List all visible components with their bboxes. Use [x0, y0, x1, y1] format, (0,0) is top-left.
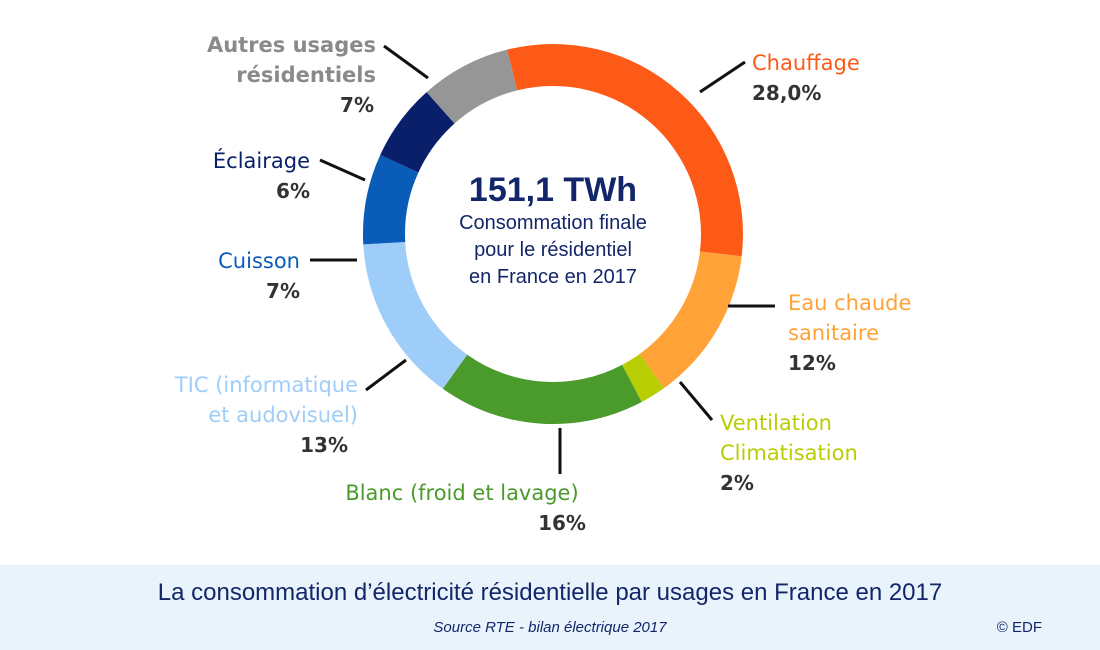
slice-4: [363, 242, 468, 389]
footer-banner: La consommation d’électricité résidentie…: [0, 565, 1100, 650]
slice-pct-2: 2%: [720, 471, 754, 495]
donut-slices: [363, 44, 743, 425]
slice-label-4-line-1: et audovisuel): [208, 403, 358, 427]
slice-labels: Chauffage 28,0% Eau chaude sanitaire 12% Vent…: [174, 33, 912, 535]
slice-label-3-line-0: Blanc (froid et lavage): [345, 481, 578, 505]
leader-lines: [310, 44, 775, 474]
slice-pct-6: 6%: [276, 179, 310, 203]
slice-label-1-line-0: Eau chaude: [788, 291, 911, 315]
slice-label-7-line-1: résidentiels: [236, 63, 376, 87]
donut-chart: Chauffage 28,0% Eau chaude sanitaire 12% Vent…: [174, 33, 912, 535]
leader-line-2: [678, 381, 714, 421]
slice-label-1-line-1: sanitaire: [788, 321, 879, 345]
source-note: Source RTE - bilan électrique 2017: [433, 619, 667, 636]
slice-0: [507, 44, 743, 257]
slice-label-2-line-1: Climatisation: [720, 441, 858, 465]
slice-pct-7: 7%: [340, 93, 374, 117]
slice-label-2-line-0: Ventilation: [720, 411, 832, 435]
slice-label-6-line-0: Éclairage: [213, 148, 310, 173]
slice-7: [426, 49, 518, 124]
slice-pct-1: 12%: [788, 351, 836, 375]
leader-line-4: [365, 358, 407, 392]
slice-6: [380, 92, 455, 173]
slice-5: [363, 154, 419, 245]
leader-line-0: [699, 60, 746, 94]
center-caption-line-3: en France en 2017: [469, 266, 637, 288]
slice-1: [639, 251, 742, 389]
slice-label-0-line-0: Chauffage: [752, 51, 860, 75]
leader-line-6: [319, 158, 366, 182]
center-total: 151,1 TWh: [469, 171, 637, 209]
chart-title: La consommation d’électricité résidentie…: [157, 579, 943, 606]
slice-3: [442, 354, 642, 425]
slice-pct-5: 7%: [266, 279, 300, 303]
slice-label-7-line-0: Autres usages: [207, 33, 376, 57]
slice-pct-3: 16%: [538, 511, 586, 535]
copyright-credit: © EDF: [996, 619, 1042, 636]
center-caption-line-1: Consommation finale: [459, 212, 647, 234]
slice-label-5-line-0: Cuisson: [218, 249, 300, 273]
center-caption-line-2: pour le résidentiel: [474, 239, 632, 261]
slice-pct-4: 13%: [300, 433, 348, 457]
center-text: 151,1 TWh Consommation finale pour le ré…: [459, 171, 647, 288]
slice-pct-0: 28,0%: [752, 81, 821, 105]
slice-label-4-line-0: TIC (informatique: [174, 373, 358, 397]
slice-2: [622, 354, 665, 402]
leader-line-7: [383, 44, 429, 80]
